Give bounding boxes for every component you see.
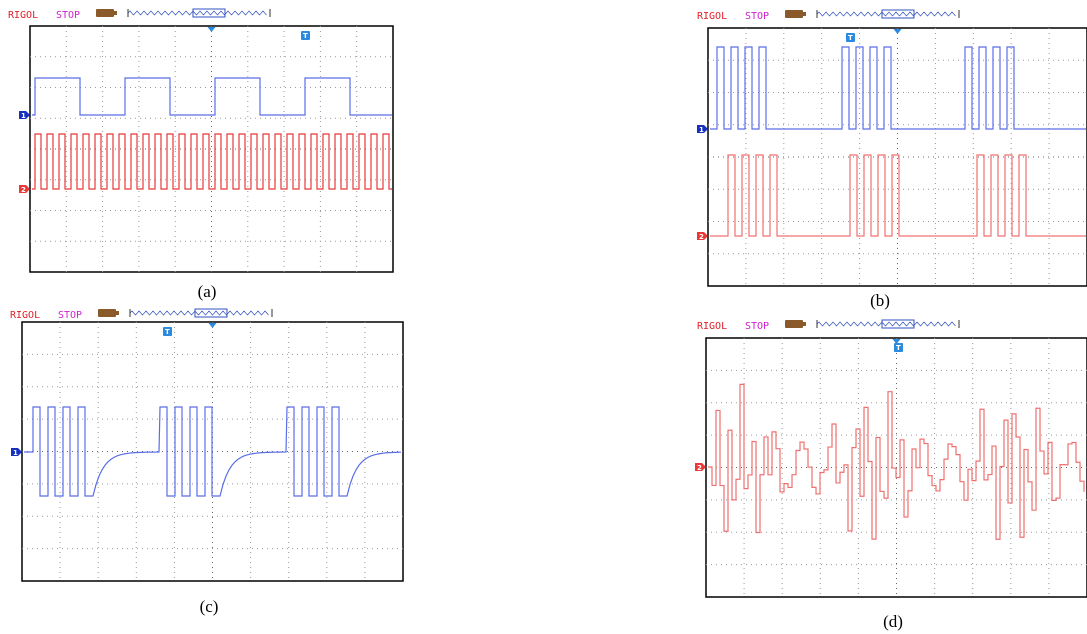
screen bbox=[30, 26, 393, 272]
channel-label: 2 bbox=[697, 464, 702, 472]
battery-icon bbox=[96, 9, 114, 17]
battery-icon bbox=[785, 320, 803, 328]
trigger-label: T bbox=[165, 328, 170, 336]
channel-label: 1 bbox=[13, 449, 18, 457]
screen bbox=[708, 28, 1087, 286]
battery-icon bbox=[785, 10, 803, 18]
status: STOP bbox=[745, 11, 769, 22]
status: STOP bbox=[745, 321, 769, 332]
battery-tip bbox=[803, 12, 806, 16]
memory-bar bbox=[817, 322, 956, 326]
brand: RIGOL bbox=[697, 11, 727, 22]
scope-panel: RIGOL STOP T 1 (c) bbox=[10, 309, 403, 616]
channel-label: 2 bbox=[21, 186, 26, 194]
caption: (a) bbox=[198, 282, 217, 301]
trigger-label: T bbox=[303, 32, 308, 40]
status: STOP bbox=[56, 10, 80, 21]
status: STOP bbox=[58, 310, 82, 321]
battery-icon bbox=[98, 309, 116, 317]
caption: (b) bbox=[870, 291, 890, 310]
caption: (d) bbox=[883, 612, 903, 631]
figure: RIGOL STOP T 1 2 (a) RIGOL STOP T 1 2 (b) RIGOL STOP T… bbox=[0, 0, 1087, 634]
brand: RIGOL bbox=[10, 310, 40, 321]
memory-bar bbox=[817, 12, 956, 16]
brand: RIGOL bbox=[8, 10, 38, 21]
battery-tip bbox=[116, 311, 119, 315]
caption: (c) bbox=[200, 597, 219, 616]
brand: RIGOL bbox=[697, 321, 727, 332]
channel-label: 2 bbox=[699, 233, 704, 241]
trigger-label: T bbox=[848, 34, 853, 42]
battery-tip bbox=[803, 322, 806, 326]
memory-bar bbox=[128, 11, 267, 15]
channel-label: 1 bbox=[699, 126, 704, 134]
trigger-label: T bbox=[896, 344, 901, 352]
channel-label: 1 bbox=[21, 112, 26, 120]
memory-bar bbox=[130, 311, 269, 315]
battery-tip bbox=[114, 11, 117, 15]
